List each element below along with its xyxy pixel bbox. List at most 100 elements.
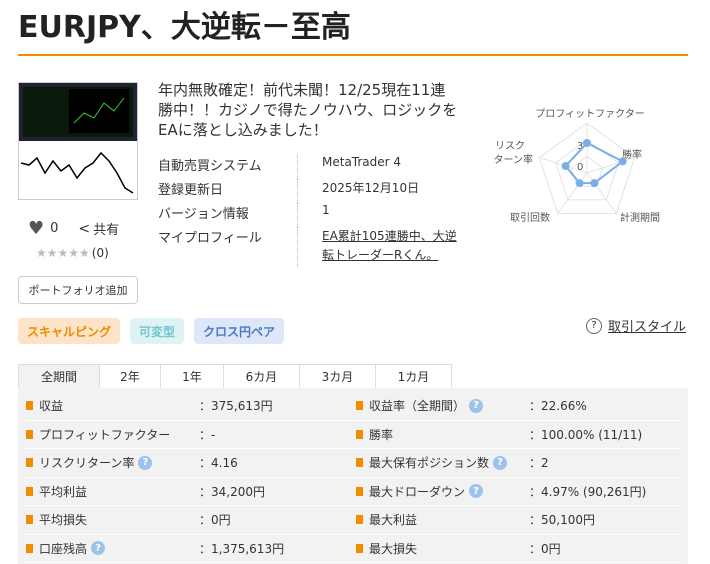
tab-3m[interactable]: 3カ月 [299, 364, 376, 388]
tag-scalping[interactable]: スキャルピング [18, 318, 121, 344]
radar-axis-label: リスク [495, 140, 525, 152]
stat-value: ：375,613円 [199, 399, 273, 414]
stat-label: 平均利益 [39, 484, 88, 499]
radar-spoke [557, 172, 588, 214]
info-list: 自動売買システム MetaTrader 4 登録更新日 2025年12月10日 バー… [158, 155, 468, 267]
ea-thumbnail[interactable] [18, 82, 138, 200]
stats-row: 平均利益 ：34,200円 最大ドローダウン? ：4.97% (90,261円) [26, 478, 680, 506]
bullet-icon [26, 515, 33, 525]
radar-axis-label: 勝率 [622, 148, 642, 161]
question-icon: ? [586, 317, 602, 334]
radar-grid [538, 122, 636, 214]
bullet-icon [26, 401, 33, 411]
stat-cell: 収益率（全期間）? ：22.66% [356, 397, 680, 414]
stat-label: 最大ドローダウン [369, 484, 466, 499]
stat-label: 収益 [39, 399, 64, 414]
bullet-icon [356, 515, 363, 525]
help-icon[interactable]: ? [469, 484, 484, 499]
stat-label: 平均損失 [39, 513, 88, 528]
stat-label: 最大損失 [369, 541, 418, 556]
radar-point [618, 157, 627, 166]
help-icon[interactable]: ? [493, 455, 508, 470]
tab-6m[interactable]: 6カ月 [223, 364, 300, 388]
tab-1y[interactable]: 1年 [160, 364, 224, 388]
trade-style-link[interactable]: ? 取引スタイル [586, 316, 686, 335]
tag-cross-yen[interactable]: クロス円ペア [194, 318, 285, 344]
stat-cell: リスクリターン率? ：4.16 [26, 454, 350, 471]
tab-all[interactable]: 全期間 [18, 364, 100, 388]
stat-label: 口座残高 [39, 541, 88, 556]
rating: ★★★★★ (0) [36, 246, 109, 260]
page-title: EURJPY、大逆転－至高 [18, 10, 351, 45]
radar-point [561, 162, 570, 171]
period-tabs: 全期間 2年 1年 6カ月 3カ月 1カ月 [18, 364, 452, 388]
heart-icon: ♥ [28, 218, 45, 239]
stat-value: ：0円 [199, 513, 231, 528]
stat-value: ：34,200円 [199, 484, 265, 499]
stat-value: ：1,375,613円 [199, 541, 285, 556]
radar-axis-label: 計測期間 [620, 211, 660, 224]
bullet-icon [26, 429, 33, 439]
stats-row: 平均損失 ：0円 最大利益 ：50,100円 [26, 506, 680, 535]
share-icon: < [78, 220, 91, 237]
bullet-icon [356, 543, 363, 553]
radar-scale-label: 3 [577, 141, 583, 152]
tab-1m[interactable]: 1カ月 [375, 364, 452, 388]
stat-cell: 最大利益 ：50,100円 [356, 511, 680, 528]
stats-row: リスクリターン率? ：4.16 最大保有ポジション数? ：2 [26, 449, 680, 478]
stats-table: 収益 ：375,613円 収益率（全期間）? ：22.66% プロフィットファクター ：-… [18, 388, 688, 564]
bullet-icon [356, 458, 363, 468]
bullet-icon [26, 486, 33, 496]
ea-description: 年内無敗確定！前代未聞！12/25現在11連勝中！！カジノで得たノウハウ、ロジッ… [158, 81, 458, 139]
radar-grid [570, 155, 604, 187]
profile-link[interactable]: EA累計105連勝中、大逆転トレーダーRくん。 [322, 229, 457, 262]
radar-point [583, 139, 591, 147]
stats-row: 口座残高? ：1,375,613円 最大損失 ：0円 [26, 535, 680, 563]
share-button[interactable]: < 共有 [78, 220, 120, 239]
radar-grid [555, 139, 619, 201]
equity-chart-image [19, 143, 137, 199]
help-icon[interactable]: ? [469, 398, 484, 413]
radar-axis-label: 取引回数 [510, 211, 550, 224]
stat-value: ：4.16 [199, 456, 238, 471]
stat-value: ：0円 [529, 541, 561, 556]
stat-value: ：50,100円 [529, 513, 595, 528]
stats-row: 収益 ：375,613円 収益率（全期間）? ：22.66% [26, 392, 680, 421]
help-icon[interactable]: ? [138, 455, 153, 470]
stat-label: 収益率（全期間） [369, 399, 466, 414]
like-button[interactable]: ♥ 0 [28, 218, 59, 239]
bullet-icon [26, 458, 33, 468]
chart-screenshot [19, 83, 137, 141]
stat-label: 勝率 [369, 427, 394, 442]
stat-label: 最大保有ポジション数 [369, 456, 490, 471]
tag-variable[interactable]: 可変型 [130, 318, 185, 344]
add-portfolio-button[interactable]: ポートフォリオ追加 [18, 276, 138, 304]
stats-row: プロフィットファクター ：- 勝率 ：100.00% (11/11) [26, 421, 680, 449]
stat-cell: 口座残高? ：1,375,613円 [26, 540, 350, 557]
stat-cell: 収益 ：375,613円 [26, 397, 350, 414]
radar-chart: プロフィットファクター 勝率 計測期間 取引回数 リスク ターン率 3 0 [480, 95, 710, 235]
stat-value: ：- [199, 427, 216, 442]
stat-label: プロフィットファクター [39, 427, 171, 442]
radar-scale-label: 0 [577, 162, 583, 173]
radar-axis-label: ターン率 [494, 153, 534, 166]
radar-series [564, 141, 625, 185]
stat-cell: 平均損失 ：0円 [26, 511, 350, 528]
stat-cell: 勝率 ：100.00% (11/11) [356, 426, 680, 443]
radar-point [575, 179, 584, 188]
stat-cell: 平均利益 ：34,200円 [26, 483, 350, 500]
stat-label: リスクリターン率 [39, 456, 135, 471]
stat-value: ：100.00% (11/11) [529, 427, 643, 442]
stat-value: ：4.97% (90,261円) [529, 484, 647, 499]
tag-list: スキャルピング 可変型 クロス円ペア [18, 318, 285, 344]
title-divider [18, 54, 688, 56]
bullet-icon [356, 401, 363, 411]
stat-cell: 最大ドローダウン? ：4.97% (90,261円) [356, 483, 680, 500]
bullet-icon [356, 429, 363, 439]
bullet-icon [356, 486, 363, 496]
stat-cell: 最大保有ポジション数? ：2 [356, 454, 680, 471]
radar-spoke [586, 157, 635, 174]
tab-2y[interactable]: 2年 [99, 364, 161, 388]
help-icon[interactable]: ? [91, 541, 106, 556]
radar-point [590, 179, 599, 188]
